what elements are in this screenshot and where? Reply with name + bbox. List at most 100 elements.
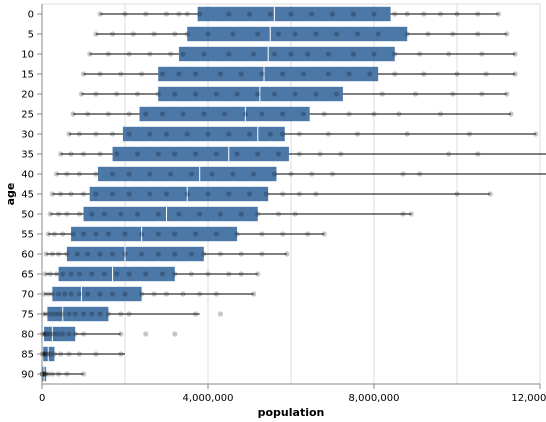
data-point (313, 91, 319, 97)
data-point (42, 271, 48, 277)
data-point (226, 191, 232, 197)
data-point (226, 271, 232, 277)
data-point (475, 11, 481, 17)
data-point (47, 331, 53, 337)
data-point (68, 191, 74, 197)
data-point (346, 111, 352, 117)
y-tick-label: 0 (28, 10, 34, 21)
data-point (151, 291, 157, 297)
data-point (188, 271, 194, 277)
data-point (251, 51, 257, 57)
data-point (483, 71, 489, 77)
data-point (217, 251, 224, 257)
y-tick-label: 40 (21, 170, 34, 181)
data-point (259, 71, 265, 77)
data-point (280, 111, 286, 117)
data-point (404, 31, 410, 37)
data-point (292, 211, 298, 217)
data-point (437, 111, 443, 117)
data-point (147, 51, 153, 57)
y-tick-label: 90 (21, 370, 34, 381)
data-point (155, 231, 161, 237)
data-point (512, 71, 518, 77)
data-point (450, 31, 456, 37)
data-point (226, 51, 232, 57)
box-row-25 (70, 106, 514, 122)
data-point (234, 231, 240, 237)
data-point (139, 291, 145, 297)
data-point (118, 331, 124, 337)
data-point (296, 131, 302, 137)
data-point (109, 291, 116, 297)
data-point (139, 71, 145, 77)
data-point (105, 111, 111, 117)
box-row-80 (40, 326, 178, 342)
data-point (89, 211, 95, 217)
data-point (87, 51, 93, 57)
data-point (300, 111, 307, 117)
y-tick-label: 85 (21, 350, 34, 361)
data-point (126, 271, 132, 277)
data-point (201, 251, 207, 257)
data-point (371, 111, 377, 117)
data-point (184, 11, 190, 17)
data-point (126, 131, 132, 137)
data-point (334, 91, 340, 97)
data-point (43, 371, 49, 377)
data-point (255, 151, 261, 157)
data-point (51, 351, 58, 357)
data-point (271, 51, 277, 57)
data-point (122, 11, 128, 17)
data-point (172, 231, 178, 237)
box (122, 126, 285, 142)
data-point (76, 171, 82, 177)
box (158, 66, 379, 82)
data-point (213, 91, 219, 97)
data-point (325, 51, 331, 57)
data-point (49, 371, 55, 377)
data-point (400, 171, 406, 177)
data-point (217, 211, 224, 217)
data-point (97, 151, 103, 157)
data-point (130, 31, 136, 37)
data-point (105, 51, 111, 57)
data-point (139, 251, 145, 257)
box-row-50 (47, 206, 414, 222)
data-point (392, 51, 398, 57)
y-tick-label: 5 (28, 30, 34, 41)
x-axis-title: population (258, 406, 325, 419)
data-point (147, 191, 153, 197)
x-axis: 0 4,000,000 8,000,000 12,000,000 (39, 383, 546, 404)
x-tick-label: 12,000,000 (511, 393, 546, 404)
data-point (45, 231, 51, 237)
data-point (76, 271, 82, 277)
box (43, 346, 55, 362)
data-point (408, 211, 414, 217)
box (71, 226, 238, 242)
data-point (126, 191, 132, 197)
box (112, 146, 289, 162)
data-point (45, 371, 51, 377)
data-point (51, 231, 58, 237)
data-point (379, 91, 385, 97)
data-point (350, 51, 356, 57)
data-point (109, 31, 116, 37)
data-point (45, 351, 51, 357)
data-point (305, 51, 311, 57)
data-point (126, 311, 132, 317)
data-point (238, 71, 244, 77)
data-point (230, 171, 236, 177)
box-row-55 (45, 226, 327, 242)
data-point (197, 11, 203, 17)
data-point (109, 191, 116, 197)
data-point (371, 51, 377, 57)
data-point (126, 51, 132, 57)
data-point (114, 271, 120, 277)
data-point (45, 291, 51, 297)
data-point (267, 11, 273, 17)
data-point (122, 231, 128, 237)
data-point (60, 231, 66, 237)
data-point (251, 171, 257, 177)
data-point (122, 291, 128, 297)
